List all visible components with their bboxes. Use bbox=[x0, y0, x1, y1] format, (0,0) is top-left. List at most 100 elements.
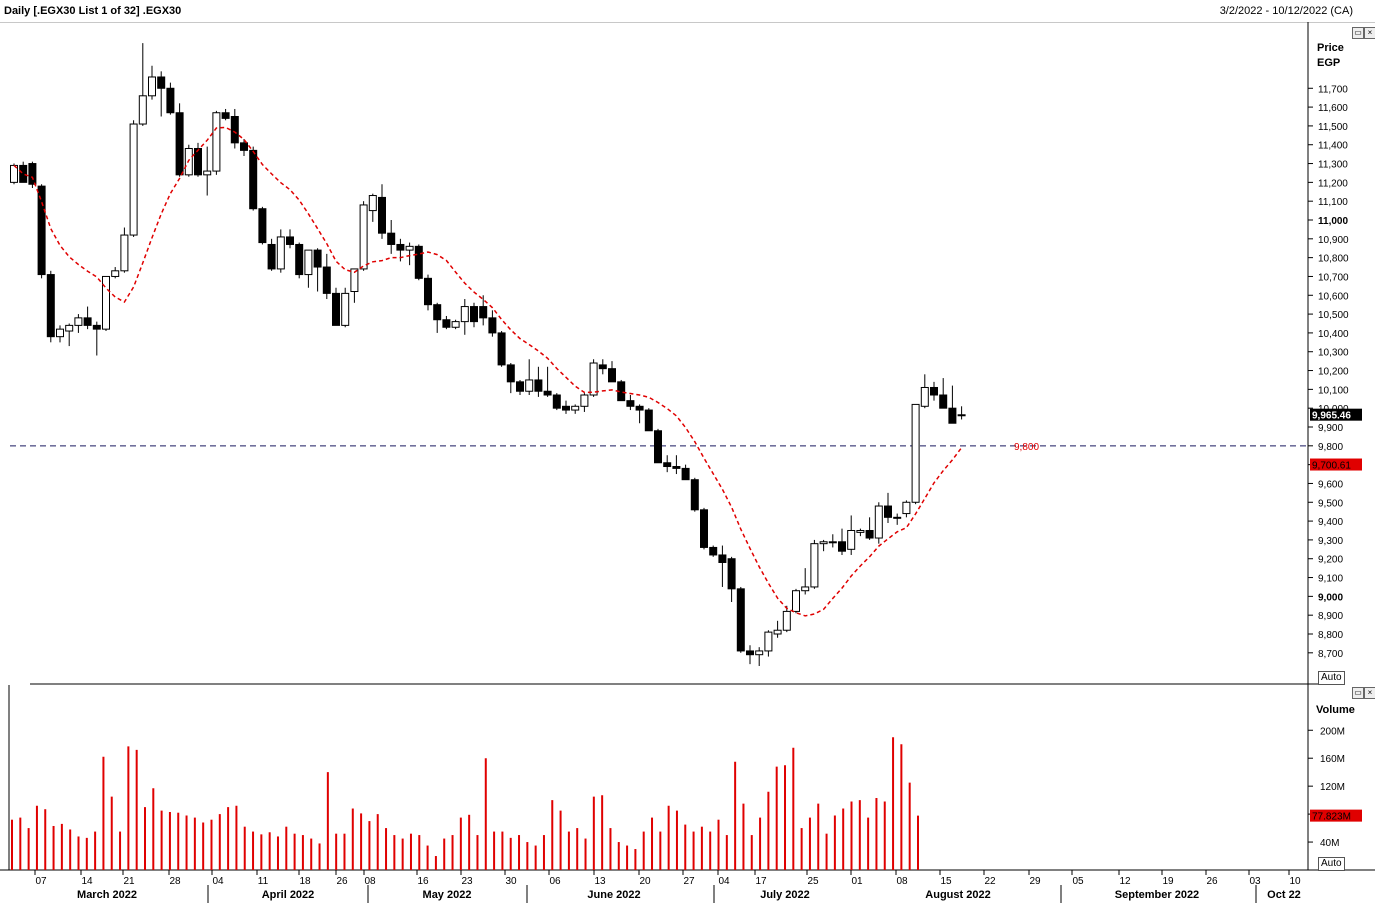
candle-body bbox=[166, 87, 175, 114]
candle-body bbox=[773, 629, 782, 635]
last-volume-label: 77.823M bbox=[1312, 812, 1351, 823]
price-axis-title: EGP bbox=[1317, 57, 1340, 69]
price-tick-label: 10,700 bbox=[1318, 272, 1349, 283]
candle-body bbox=[212, 112, 221, 172]
candle-body bbox=[654, 430, 662, 464]
price-tick-label: 11,700 bbox=[1318, 84, 1348, 95]
candle-body bbox=[221, 112, 230, 119]
candle-body bbox=[102, 275, 110, 330]
month-label: July 2022 bbox=[760, 889, 810, 901]
price-tick-label: 10,900 bbox=[1318, 235, 1349, 246]
candle-body bbox=[764, 631, 773, 652]
volume-tick-label: 200M bbox=[1320, 726, 1345, 737]
price-tick-label: 11,600 bbox=[1318, 103, 1348, 114]
month-label: August 2022 bbox=[925, 889, 990, 901]
price-tick-label: 9,800 bbox=[1318, 442, 1343, 453]
price-tick-label: 11,000 bbox=[1318, 216, 1348, 227]
candle-body bbox=[920, 386, 929, 407]
candle-body bbox=[74, 317, 83, 326]
price-tick-label: 8,900 bbox=[1318, 611, 1343, 622]
candle-body bbox=[957, 414, 966, 417]
candle-body bbox=[424, 277, 432, 306]
last-price-label: 9,965.46 bbox=[1312, 411, 1351, 422]
candle-body bbox=[672, 466, 681, 469]
candle-body bbox=[46, 274, 55, 338]
day-label: 26 bbox=[336, 876, 348, 887]
day-label: 26 bbox=[1206, 876, 1218, 887]
candle-body bbox=[626, 400, 635, 407]
day-label: 19 bbox=[1162, 876, 1174, 887]
candle-body bbox=[460, 306, 469, 323]
restore-icon[interactable]: ▭ bbox=[1352, 27, 1364, 39]
price-tick-label: 10,500 bbox=[1318, 310, 1349, 321]
candle-body bbox=[828, 541, 837, 544]
candle-body bbox=[948, 407, 957, 424]
candle-body bbox=[930, 386, 938, 396]
day-label: 29 bbox=[1029, 876, 1041, 887]
candle-body bbox=[488, 317, 497, 334]
price-auto-scale-button[interactable]: Auto bbox=[1318, 671, 1345, 685]
candle-body bbox=[148, 76, 156, 97]
price-tick-label: 11,200 bbox=[1318, 178, 1348, 189]
candle-body bbox=[387, 232, 396, 245]
price-tick-label: 9,000 bbox=[1318, 592, 1343, 603]
price-tick-label: 9,300 bbox=[1318, 536, 1343, 547]
day-label: 12 bbox=[1119, 876, 1131, 887]
moving-average-box bbox=[1310, 458, 1362, 471]
candle-body bbox=[718, 554, 727, 563]
candle-body bbox=[681, 467, 690, 481]
moving-average-line bbox=[13, 126, 963, 617]
candle-body bbox=[451, 321, 460, 328]
candle-body bbox=[911, 403, 920, 503]
candle-body bbox=[350, 268, 359, 293]
volume-restore-icon[interactable]: ▭ bbox=[1352, 687, 1364, 699]
candle-body bbox=[368, 195, 377, 212]
chart-title-bar: Daily [.EGX30 List 1 of 32] .EGX30 3/2/2… bbox=[0, 0, 1375, 23]
candle-body bbox=[838, 541, 846, 552]
day-label: 22 bbox=[984, 876, 996, 887]
candle-body bbox=[359, 204, 368, 270]
volume-auto-scale-button[interactable]: Auto bbox=[1318, 857, 1345, 871]
candle-body bbox=[332, 292, 340, 326]
candle-body bbox=[28, 163, 37, 185]
candle-body bbox=[571, 405, 580, 411]
volume-axis-title: Volume bbox=[1316, 704, 1355, 716]
candle-body bbox=[792, 590, 800, 612]
candle-body bbox=[405, 245, 414, 251]
candle-body bbox=[65, 324, 74, 332]
candle-body bbox=[304, 249, 313, 276]
candle-body bbox=[267, 243, 276, 270]
last-price-box bbox=[1310, 408, 1362, 421]
horizontal-level-label: 9,800 bbox=[1014, 442, 1039, 453]
candle-body bbox=[433, 304, 442, 321]
candle-body bbox=[608, 368, 616, 383]
candle-body bbox=[598, 364, 607, 370]
price-tick-label: 10,300 bbox=[1318, 348, 1349, 359]
day-label: 14 bbox=[81, 876, 93, 887]
candle-body bbox=[902, 501, 911, 515]
volume-tick-label: 40M bbox=[1320, 838, 1339, 849]
day-label: 23 bbox=[461, 876, 473, 887]
candle-body bbox=[644, 409, 653, 432]
price-tick-label: 9,900 bbox=[1318, 423, 1343, 434]
candle-body bbox=[939, 394, 948, 409]
candle-body bbox=[313, 249, 322, 268]
candle-body bbox=[552, 394, 561, 409]
price-tick-label: 11,300 bbox=[1318, 160, 1348, 171]
candle-body bbox=[543, 390, 552, 396]
candle-body bbox=[56, 328, 64, 338]
volume-tick-label: 120M bbox=[1320, 782, 1345, 793]
volume-close-icon[interactable]: × bbox=[1364, 687, 1375, 699]
close-icon[interactable]: × bbox=[1364, 27, 1375, 39]
candle-body bbox=[295, 243, 304, 276]
day-label: 13 bbox=[594, 876, 606, 887]
candle-body bbox=[534, 379, 543, 392]
candle-body bbox=[138, 95, 147, 125]
day-label: 18 bbox=[299, 876, 311, 887]
price-tick-label: 9,500 bbox=[1318, 498, 1343, 509]
price-tick-label: 10,100 bbox=[1318, 385, 1349, 396]
candle-body bbox=[442, 319, 451, 328]
price-tick-label: 10,600 bbox=[1318, 291, 1349, 302]
month-label: September 2022 bbox=[1115, 889, 1199, 901]
